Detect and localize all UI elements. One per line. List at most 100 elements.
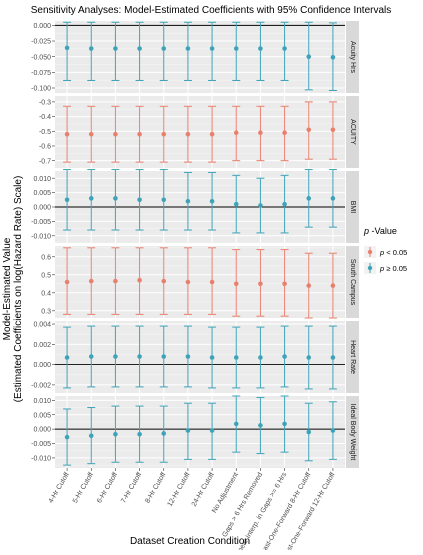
error-bar	[183, 105, 192, 163]
legend-key-point	[367, 265, 373, 271]
error-bar	[232, 326, 241, 389]
y-tick-label: 0.005	[33, 190, 51, 197]
y-tick-label: 0.000	[33, 362, 51, 369]
estimate-point	[282, 281, 287, 287]
estimate-point	[185, 354, 191, 359]
estimate-point	[137, 277, 142, 283]
estimate-point	[209, 46, 215, 51]
error-bar	[232, 395, 241, 453]
error-bar	[135, 105, 144, 163]
legend-p: p	[379, 248, 384, 257]
estimate-point	[306, 54, 312, 59]
error-bar	[63, 105, 72, 163]
estimate-point	[233, 281, 239, 287]
error-bar	[280, 249, 289, 317]
y-tick-label: 0.4	[41, 290, 51, 297]
legend-threshold: < 0.05	[384, 248, 407, 257]
estimate-point	[209, 131, 215, 137]
error-bar	[111, 405, 120, 463]
estimate-point	[306, 196, 312, 201]
panel: 0.000 -0.025 -0.050 -0.075 -0.100 Acuity Hrs	[31, 21, 359, 93]
error-bar	[135, 21, 144, 81]
legend-entry: p ≥ 0.05	[364, 262, 407, 274]
y-axis-label: Model-Estimated Value	[2, 237, 13, 340]
y-tick-label: -0.002	[31, 382, 51, 389]
x-tick-label: Last-One-Forward 8-Hr Cutoff	[260, 471, 313, 550]
error-bar	[256, 105, 265, 162]
error-bar	[135, 325, 144, 388]
error-bar	[159, 405, 168, 463]
facet-strip-label: Ideal Body Weight	[349, 404, 356, 461]
error-bar	[232, 105, 241, 162]
estimate-point	[137, 131, 142, 137]
error-bar	[87, 325, 96, 388]
estimate-point	[209, 198, 215, 204]
error-bar	[183, 171, 192, 231]
estimate-point	[330, 355, 336, 360]
error-bar	[256, 21, 265, 81]
error-bar	[328, 169, 337, 228]
estimate-point	[137, 354, 142, 359]
error-bar	[208, 402, 217, 460]
x-tick-label: No Adjustment	[211, 471, 240, 514]
estimate-point	[88, 46, 94, 51]
error-bar	[256, 249, 265, 317]
error-bar	[135, 247, 144, 315]
facet-strip-label: Heart Rate	[349, 340, 356, 374]
error-bar	[159, 21, 168, 81]
estimate-point	[282, 421, 287, 427]
facet-strip	[346, 396, 359, 468]
error-bar	[135, 405, 144, 463]
error-bar	[111, 247, 120, 315]
error-bar	[111, 325, 120, 388]
error-bar	[183, 325, 192, 388]
estimate-point	[330, 127, 336, 133]
legend-title-p: p	[363, 226, 369, 236]
estimate-point	[137, 46, 142, 51]
estimate-point	[330, 55, 336, 60]
error-bar	[159, 247, 168, 315]
estimate-point	[306, 429, 312, 435]
estimate-point	[258, 203, 263, 208]
estimate-point	[306, 127, 312, 133]
estimate-point	[161, 131, 167, 137]
y-tick-label: -0.005	[31, 219, 51, 226]
panel-background	[55, 246, 345, 318]
y-tick-label: -0.050	[31, 54, 51, 61]
estimate-point	[64, 197, 70, 203]
error-bar	[328, 101, 337, 160]
legend-key-point	[367, 249, 373, 255]
panel-background	[55, 96, 345, 168]
estimate-point	[64, 131, 70, 137]
x-tick-label: 5-Hr Cutoff	[72, 471, 95, 504]
estimate-point	[64, 434, 70, 440]
estimate-point	[64, 45, 70, 51]
y-tick-label: 0.6	[41, 254, 51, 261]
facet-strip	[346, 21, 359, 93]
y-tick-label: -0.3	[39, 99, 51, 106]
estimate-point	[209, 428, 215, 433]
error-bar	[256, 396, 265, 455]
estimate-point	[233, 421, 239, 427]
error-bar	[304, 21, 313, 91]
estimate-point	[282, 354, 287, 359]
error-bar	[63, 169, 72, 231]
legend-threshold: ≥ 0.05	[384, 264, 407, 273]
y-tick-label: -0.6	[39, 144, 51, 151]
estimate-point	[282, 201, 287, 207]
error-bar	[87, 169, 96, 231]
estimate-point	[209, 279, 215, 285]
error-bar	[63, 21, 72, 81]
y-tick-label: -0.010	[31, 233, 51, 240]
x-tick-label: 12-Hr Cutoff	[167, 471, 192, 507]
error-bar	[87, 247, 96, 315]
estimate-point	[161, 197, 167, 203]
error-bar	[87, 407, 96, 465]
estimate-point	[233, 46, 239, 51]
panel: -0.3 -0.4 -0.5 -0.6 -0.7 ACUITY	[39, 96, 359, 168]
error-bar	[159, 169, 168, 231]
y-tick-label: 0.000	[33, 23, 51, 30]
